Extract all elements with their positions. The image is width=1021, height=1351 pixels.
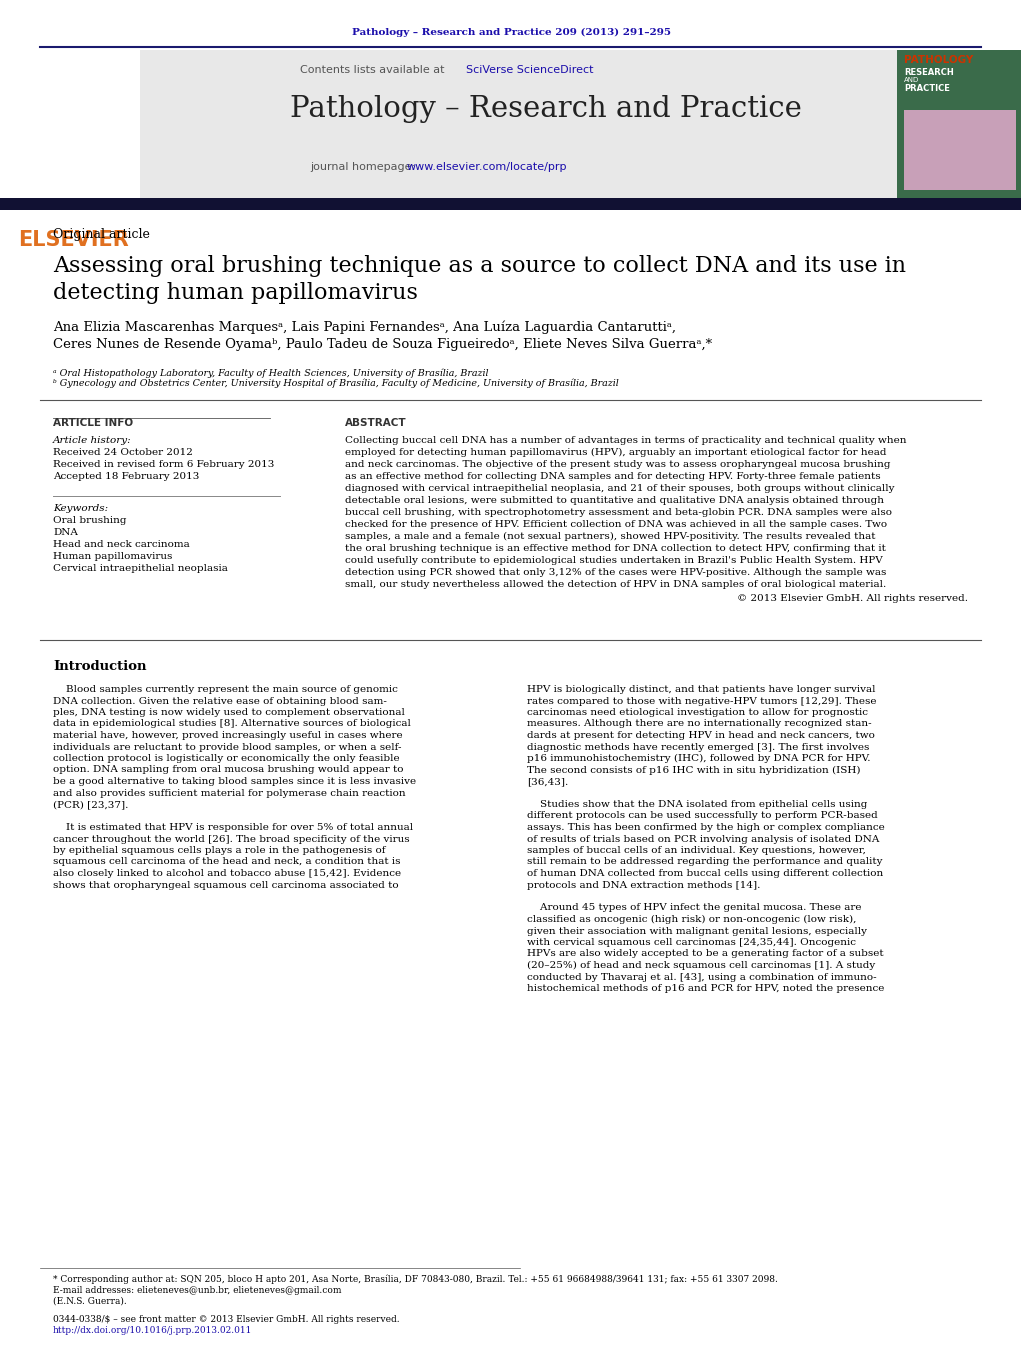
- Text: detecting human papillomavirus: detecting human papillomavirus: [53, 282, 418, 304]
- Text: of results of trials based on PCR involving analysis of isolated DNA: of results of trials based on PCR involv…: [527, 835, 879, 843]
- Text: given their association with malignant genital lesions, especially: given their association with malignant g…: [527, 927, 867, 935]
- Text: Article history:: Article history:: [53, 436, 132, 444]
- Text: with cervical squamous cell carcinomas [24,35,44]. Oncogenic: with cervical squamous cell carcinomas […: [527, 938, 856, 947]
- Text: still remain to be addressed regarding the performance and quality: still remain to be addressed regarding t…: [527, 858, 882, 866]
- Text: PRACTICE: PRACTICE: [904, 84, 950, 93]
- Text: carcinomas need etiological investigation to allow for prognostic: carcinomas need etiological investigatio…: [527, 708, 868, 717]
- Text: rates compared to those with negative-HPV tumors [12,29]. These: rates compared to those with negative-HP…: [527, 697, 876, 705]
- Text: Contents lists available at: Contents lists available at: [300, 65, 448, 76]
- Text: * Corresponding author at: SQN 205, bloco H apto 201, Asa Norte, Brasília, DF 70: * Corresponding author at: SQN 205, bloc…: [53, 1275, 778, 1285]
- Text: HPVs are also widely accepted to be a generating factor of a subset: HPVs are also widely accepted to be a ge…: [527, 950, 883, 958]
- Text: and also provides sufficient material for polymerase chain reaction: and also provides sufficient material fo…: [53, 789, 405, 797]
- Text: conducted by Thavaraj et al. [43], using a combination of immuno-: conducted by Thavaraj et al. [43], using…: [527, 973, 877, 981]
- Text: also closely linked to alcohol and tobacco abuse [15,42]. Evidence: also closely linked to alcohol and tobac…: [53, 869, 401, 878]
- Text: checked for the presence of HPV. Efficient collection of DNA was achieved in all: checked for the presence of HPV. Efficie…: [345, 520, 887, 530]
- Bar: [86, 50, 934, 199]
- Text: Studies show that the DNA isolated from epithelial cells using: Studies show that the DNA isolated from …: [527, 800, 868, 809]
- Text: cancer throughout the world [26]. The broad specificity of the virus: cancer throughout the world [26]. The br…: [53, 835, 409, 843]
- Text: histochemical methods of p16 and PCR for HPV, noted the presence: histochemical methods of p16 and PCR for…: [527, 984, 884, 993]
- Text: It is estimated that HPV is responsible for over 5% of total annual: It is estimated that HPV is responsible …: [53, 823, 414, 832]
- Text: DNA collection. Given the relative ease of obtaining blood sam-: DNA collection. Given the relative ease …: [53, 697, 387, 705]
- Text: employed for detecting human papillomavirus (HPV), arguably an important etiolog: employed for detecting human papillomavi…: [345, 449, 886, 457]
- Text: www.elsevier.com/locate/prp: www.elsevier.com/locate/prp: [407, 162, 568, 172]
- Bar: [0, 50, 140, 205]
- Bar: [0, 199, 1021, 209]
- Text: PATHOLOGY: PATHOLOGY: [904, 55, 973, 65]
- Text: the oral brushing technique is an effective method for DNA collection to detect : the oral brushing technique is an effect…: [345, 544, 886, 553]
- Text: Keywords:: Keywords:: [53, 504, 108, 513]
- Text: Received 24 October 2012: Received 24 October 2012: [53, 449, 193, 457]
- Text: option. DNA sampling from oral mucosa brushing would appear to: option. DNA sampling from oral mucosa br…: [53, 766, 403, 774]
- Text: samples of buccal cells of an individual. Key questions, however,: samples of buccal cells of an individual…: [527, 846, 866, 855]
- Text: Assessing oral brushing technique as a source to collect DNA and its use in: Assessing oral brushing technique as a s…: [53, 255, 906, 277]
- Text: [36,43].: [36,43].: [527, 777, 569, 786]
- Text: p16 immunohistochemistry (IHC), followed by DNA PCR for HPV.: p16 immunohistochemistry (IHC), followed…: [527, 754, 871, 763]
- Text: ABSTRACT: ABSTRACT: [345, 417, 406, 428]
- Text: ARTICLE INFO: ARTICLE INFO: [53, 417, 133, 428]
- Text: data in epidemiological studies [8]. Alternative sources of biological: data in epidemiological studies [8]. Alt…: [53, 720, 410, 728]
- Text: Around 45 types of HPV infect the genital mucosa. These are: Around 45 types of HPV infect the genita…: [527, 904, 862, 912]
- Text: (20–25%) of head and neck squamous cell carcinomas [1]. A study: (20–25%) of head and neck squamous cell …: [527, 961, 875, 970]
- Text: (PCR) [23,37].: (PCR) [23,37].: [53, 800, 129, 809]
- Text: dards at present for detecting HPV in head and neck cancers, two: dards at present for detecting HPV in he…: [527, 731, 875, 740]
- Text: small, our study nevertheless allowed the detection of HPV in DNA samples of ora: small, our study nevertheless allowed th…: [345, 580, 886, 589]
- Text: ples, DNA testing is now widely used to complement observational: ples, DNA testing is now widely used to …: [53, 708, 405, 717]
- Text: diagnosed with cervical intraepithelial neoplasia, and 21 of their spouses, both: diagnosed with cervical intraepithelial …: [345, 484, 894, 493]
- Text: material have, however, proved increasingly useful in cases where: material have, however, proved increasin…: [53, 731, 402, 740]
- Text: 0344-0338/$ – see front matter © 2013 Elsevier GmbH. All rights reserved.: 0344-0338/$ – see front matter © 2013 El…: [53, 1315, 399, 1324]
- Text: measures. Although there are no internationally recognized stan-: measures. Although there are no internat…: [527, 720, 872, 728]
- Text: (E.N.S. Guerra).: (E.N.S. Guerra).: [53, 1297, 127, 1306]
- Text: SciVerse ScienceDirect: SciVerse ScienceDirect: [466, 65, 593, 76]
- Text: © 2013 Elsevier GmbH. All rights reserved.: © 2013 Elsevier GmbH. All rights reserve…: [737, 594, 968, 603]
- Text: AND: AND: [904, 77, 919, 82]
- Text: Pathology – Research and Practice 209 (2013) 291–295: Pathology – Research and Practice 209 (2…: [351, 28, 671, 36]
- Text: Ceres Nunes de Resende Oyamaᵇ, Paulo Tadeu de Souza Figueiredoᵃ, Eliete Neves Si: Ceres Nunes de Resende Oyamaᵇ, Paulo Tad…: [53, 338, 712, 351]
- Text: Original article: Original article: [53, 228, 150, 240]
- Text: individuals are reluctant to provide blood samples, or when a self-: individuals are reluctant to provide blo…: [53, 743, 401, 751]
- Text: and neck carcinomas. The objective of the present study was to assess oropharyng: and neck carcinomas. The objective of th…: [345, 459, 890, 469]
- Text: detection using PCR showed that only 3,12% of the cases were HPV-positive. Altho: detection using PCR showed that only 3,1…: [345, 567, 886, 577]
- Text: The second consists of p16 IHC with in situ hybridization (ISH): The second consists of p16 IHC with in s…: [527, 766, 861, 774]
- Text: journal homepage:: journal homepage:: [310, 162, 419, 172]
- Text: protocols and DNA extraction methods [14].: protocols and DNA extraction methods [14…: [527, 881, 761, 889]
- Text: Received in revised form 6 February 2013: Received in revised form 6 February 2013: [53, 459, 275, 469]
- Text: Collecting buccal cell DNA has a number of advantages in terms of practicality a: Collecting buccal cell DNA has a number …: [345, 436, 907, 444]
- Text: Pathology – Research and Practice: Pathology – Research and Practice: [290, 95, 801, 123]
- Text: RESEARCH: RESEARCH: [904, 68, 954, 77]
- Text: of human DNA collected from buccal cells using different collection: of human DNA collected from buccal cells…: [527, 869, 883, 878]
- Text: by epithelial squamous cells plays a role in the pathogenesis of: by epithelial squamous cells plays a rol…: [53, 846, 386, 855]
- Text: ᵃ Oral Histopathology Laboratory, Faculty of Health Sciences, University of Bras: ᵃ Oral Histopathology Laboratory, Facult…: [53, 367, 488, 377]
- Text: Introduction: Introduction: [53, 661, 146, 673]
- Text: could usefully contribute to epidemiological studies undertaken in Brazil's Publ: could usefully contribute to epidemiolog…: [345, 557, 883, 565]
- Text: diagnostic methods have recently emerged [3]. The first involves: diagnostic methods have recently emerged…: [527, 743, 869, 751]
- Text: HPV is biologically distinct, and that patients have longer survival: HPV is biologically distinct, and that p…: [527, 685, 875, 694]
- Text: DNA: DNA: [53, 528, 78, 536]
- Text: detectable oral lesions, were submitted to quantitative and qualitative DNA anal: detectable oral lesions, were submitted …: [345, 496, 884, 505]
- Text: ᵇ Gynecology and Obstetrics Center, University Hospital of Brasília, Faculty of : ᵇ Gynecology and Obstetrics Center, Univ…: [53, 380, 619, 389]
- Text: Cervical intraepithelial neoplasia: Cervical intraepithelial neoplasia: [53, 563, 228, 573]
- Text: Oral brushing: Oral brushing: [53, 516, 127, 526]
- Text: squamous cell carcinoma of the head and neck, a condition that is: squamous cell carcinoma of the head and …: [53, 858, 400, 866]
- Text: be a good alternative to taking blood samples since it is less invasive: be a good alternative to taking blood sa…: [53, 777, 417, 786]
- Text: http://dx.doi.org/10.1016/j.prp.2013.02.011: http://dx.doi.org/10.1016/j.prp.2013.02.…: [53, 1325, 252, 1335]
- Text: Blood samples currently represent the main source of genomic: Blood samples currently represent the ma…: [53, 685, 398, 694]
- Text: samples, a male and a female (not sexual partners), showed HPV-positivity. The r: samples, a male and a female (not sexual…: [345, 532, 875, 542]
- Text: collection protocol is logistically or economically the only feasible: collection protocol is logistically or e…: [53, 754, 399, 763]
- Text: different protocols can be used successfully to perform PCR-based: different protocols can be used successf…: [527, 812, 878, 820]
- Text: buccal cell brushing, with spectrophotometry assessment and beta-globin PCR. DNA: buccal cell brushing, with spectrophotom…: [345, 508, 892, 517]
- Text: shows that oropharyngeal squamous cell carcinoma associated to: shows that oropharyngeal squamous cell c…: [53, 881, 398, 889]
- Text: Ana Elizia Mascarenhas Marquesᵃ, Lais Papini Fernandesᵃ, Ana Luíza Laguardia Can: Ana Elizia Mascarenhas Marquesᵃ, Lais Pa…: [53, 320, 676, 334]
- Text: Head and neck carcinoma: Head and neck carcinoma: [53, 540, 190, 549]
- Text: Human papillomavirus: Human papillomavirus: [53, 553, 173, 561]
- Text: Accepted 18 February 2013: Accepted 18 February 2013: [53, 471, 199, 481]
- Text: as an effective method for collecting DNA samples and for detecting HPV. Forty-t: as an effective method for collecting DN…: [345, 471, 881, 481]
- Text: E-mail addresses: elieteneves@unb.br, elieteneves@gmail.com: E-mail addresses: elieteneves@unb.br, el…: [53, 1286, 341, 1296]
- Bar: [897, 50, 1021, 199]
- Text: assays. This has been confirmed by the high or complex compliance: assays. This has been confirmed by the h…: [527, 823, 885, 832]
- Text: ELSEVIER: ELSEVIER: [18, 230, 129, 250]
- Text: classified as oncogenic (high risk) or non-oncogenic (low risk),: classified as oncogenic (high risk) or n…: [527, 915, 857, 924]
- Bar: [904, 109, 1016, 190]
